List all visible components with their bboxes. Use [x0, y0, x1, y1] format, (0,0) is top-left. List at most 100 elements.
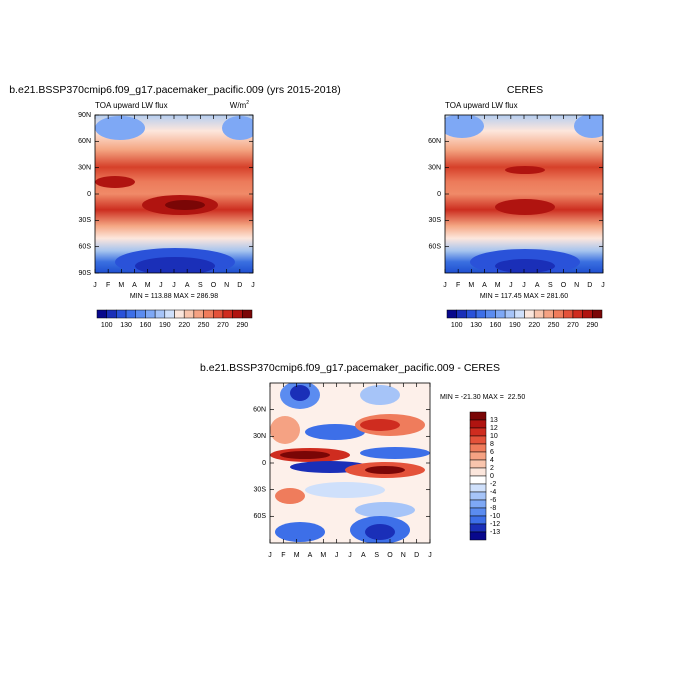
units-text: W/m — [230, 101, 247, 110]
colorbar-box — [242, 309, 253, 319]
x-tick-label: N — [401, 552, 406, 559]
colorbar-label: 130 — [470, 322, 482, 329]
x-tick-label: A — [185, 282, 190, 289]
colorbar-box — [469, 467, 487, 477]
contour-field — [270, 383, 430, 543]
colorbar-box — [514, 309, 525, 319]
colorbar-label: 2 — [490, 465, 494, 472]
panel-title: b.e21.BSSP370cmip6.f09_g17.pacemaker_pac… — [9, 84, 341, 96]
y-tick-label: 60N — [428, 138, 441, 145]
colorbar-box — [469, 443, 487, 453]
x-tick-label: N — [224, 282, 229, 289]
colorbar-box — [222, 309, 233, 319]
panel-subtitle: TOA upward LW flux — [95, 101, 168, 110]
colorbar-box — [495, 309, 506, 319]
colorbar-label: 8 — [490, 441, 494, 448]
colorbar-box — [164, 309, 175, 319]
colorbar-box — [446, 309, 457, 319]
colorbar-box — [469, 435, 487, 445]
colorbar-label: 100 — [101, 322, 113, 329]
colorbar-label: 220 — [178, 322, 190, 329]
colorbar-label: -2 — [490, 481, 496, 488]
x-tick-label: M — [118, 282, 124, 289]
x-tick-label: J — [335, 552, 339, 559]
y-tick-label: 60S — [254, 513, 267, 520]
units-sup: 2 — [246, 100, 249, 106]
colorbar-box — [469, 523, 487, 533]
x-tick-label: S — [548, 282, 553, 289]
x-tick-label: N — [574, 282, 579, 289]
colorbar-label: 250 — [198, 322, 210, 329]
x-tick-label: J — [159, 282, 163, 289]
x-tick-label: J — [443, 282, 447, 289]
colorbar-label: 130 — [120, 322, 132, 329]
colorbar-label: 0 — [490, 473, 494, 480]
x-tick-label: O — [211, 282, 217, 289]
x-tick-label: A — [361, 552, 366, 559]
x-tick-label: S — [198, 282, 203, 289]
y-tick-label: 30N — [78, 165, 91, 172]
x-tick-label: A — [482, 282, 487, 289]
x-tick-label: J — [522, 282, 526, 289]
min-max: MIN = -21.30 MAX = 22.50 — [440, 394, 525, 401]
x-tick-label: D — [237, 282, 242, 289]
y-tick-label: 60N — [253, 407, 266, 414]
x-tick-label: F — [106, 282, 110, 289]
colorbar-label: 270 — [567, 322, 579, 329]
colorbar-box — [543, 309, 554, 319]
colorbar-box — [469, 411, 487, 421]
colorbar-box — [469, 531, 487, 541]
x-tick-label: J — [251, 282, 255, 289]
x-tick-label: F — [456, 282, 460, 289]
units: W/m2 — [230, 100, 249, 110]
x-tick-label: M — [145, 282, 151, 289]
colorbar-box — [469, 451, 487, 461]
x-tick-label: J — [93, 282, 97, 289]
x-tick-label: D — [414, 552, 419, 559]
colorbar-box — [456, 309, 467, 319]
colorbar-box — [183, 309, 195, 319]
colorbar-box — [96, 309, 107, 319]
colorbar-box — [203, 309, 214, 319]
min-max: MIN = 117.45 MAX = 281.60 — [480, 293, 568, 300]
x-tick-label: J — [348, 552, 352, 559]
colorbar-label: 10 — [490, 433, 498, 440]
colorbar-label: 6 — [490, 449, 494, 456]
x-tick-label: M — [495, 282, 501, 289]
colorbar-label: 250 — [548, 322, 560, 329]
colorbar-box — [232, 309, 243, 319]
colorbar-label: 290 — [586, 322, 598, 329]
y-tick-label: 0 — [87, 191, 91, 198]
colorbar-box — [582, 309, 593, 319]
x-tick-label: J — [509, 282, 513, 289]
x-tick-label: O — [387, 552, 393, 559]
colorbar-box — [592, 309, 603, 319]
colorbar-box — [469, 419, 487, 429]
colorbar-label: 290 — [236, 322, 248, 329]
y-tick-label: 90S — [79, 270, 92, 277]
x-tick-label: M — [320, 552, 326, 559]
y-tick-label: 30S — [429, 217, 442, 224]
colorbar-label: 13 — [490, 417, 498, 424]
panel-title: CERES — [507, 84, 543, 96]
colorbar-label: 4 — [490, 457, 494, 464]
colorbar-label: 12 — [490, 425, 498, 432]
colorbar-box — [469, 507, 487, 517]
colorbar-label: 160 — [140, 322, 152, 329]
colorbar-label: 160 — [490, 322, 502, 329]
colorbar-box — [154, 309, 166, 319]
colorbar-label: -10 — [490, 513, 500, 520]
colorbar-box — [213, 309, 224, 319]
colorbar-box — [106, 309, 117, 319]
colorbar-box — [572, 309, 583, 319]
y-tick-label: 60N — [78, 138, 91, 145]
colorbar-box — [504, 309, 516, 319]
colorbar-label: -13 — [490, 529, 500, 536]
colorbar-label: 270 — [217, 322, 229, 329]
colorbar-box — [116, 309, 127, 319]
x-tick-label: J — [172, 282, 176, 289]
colorbar-label: 100 — [451, 322, 463, 329]
colorbar-box — [533, 309, 545, 319]
contour-field — [95, 115, 253, 273]
colorbar-box — [475, 309, 486, 319]
